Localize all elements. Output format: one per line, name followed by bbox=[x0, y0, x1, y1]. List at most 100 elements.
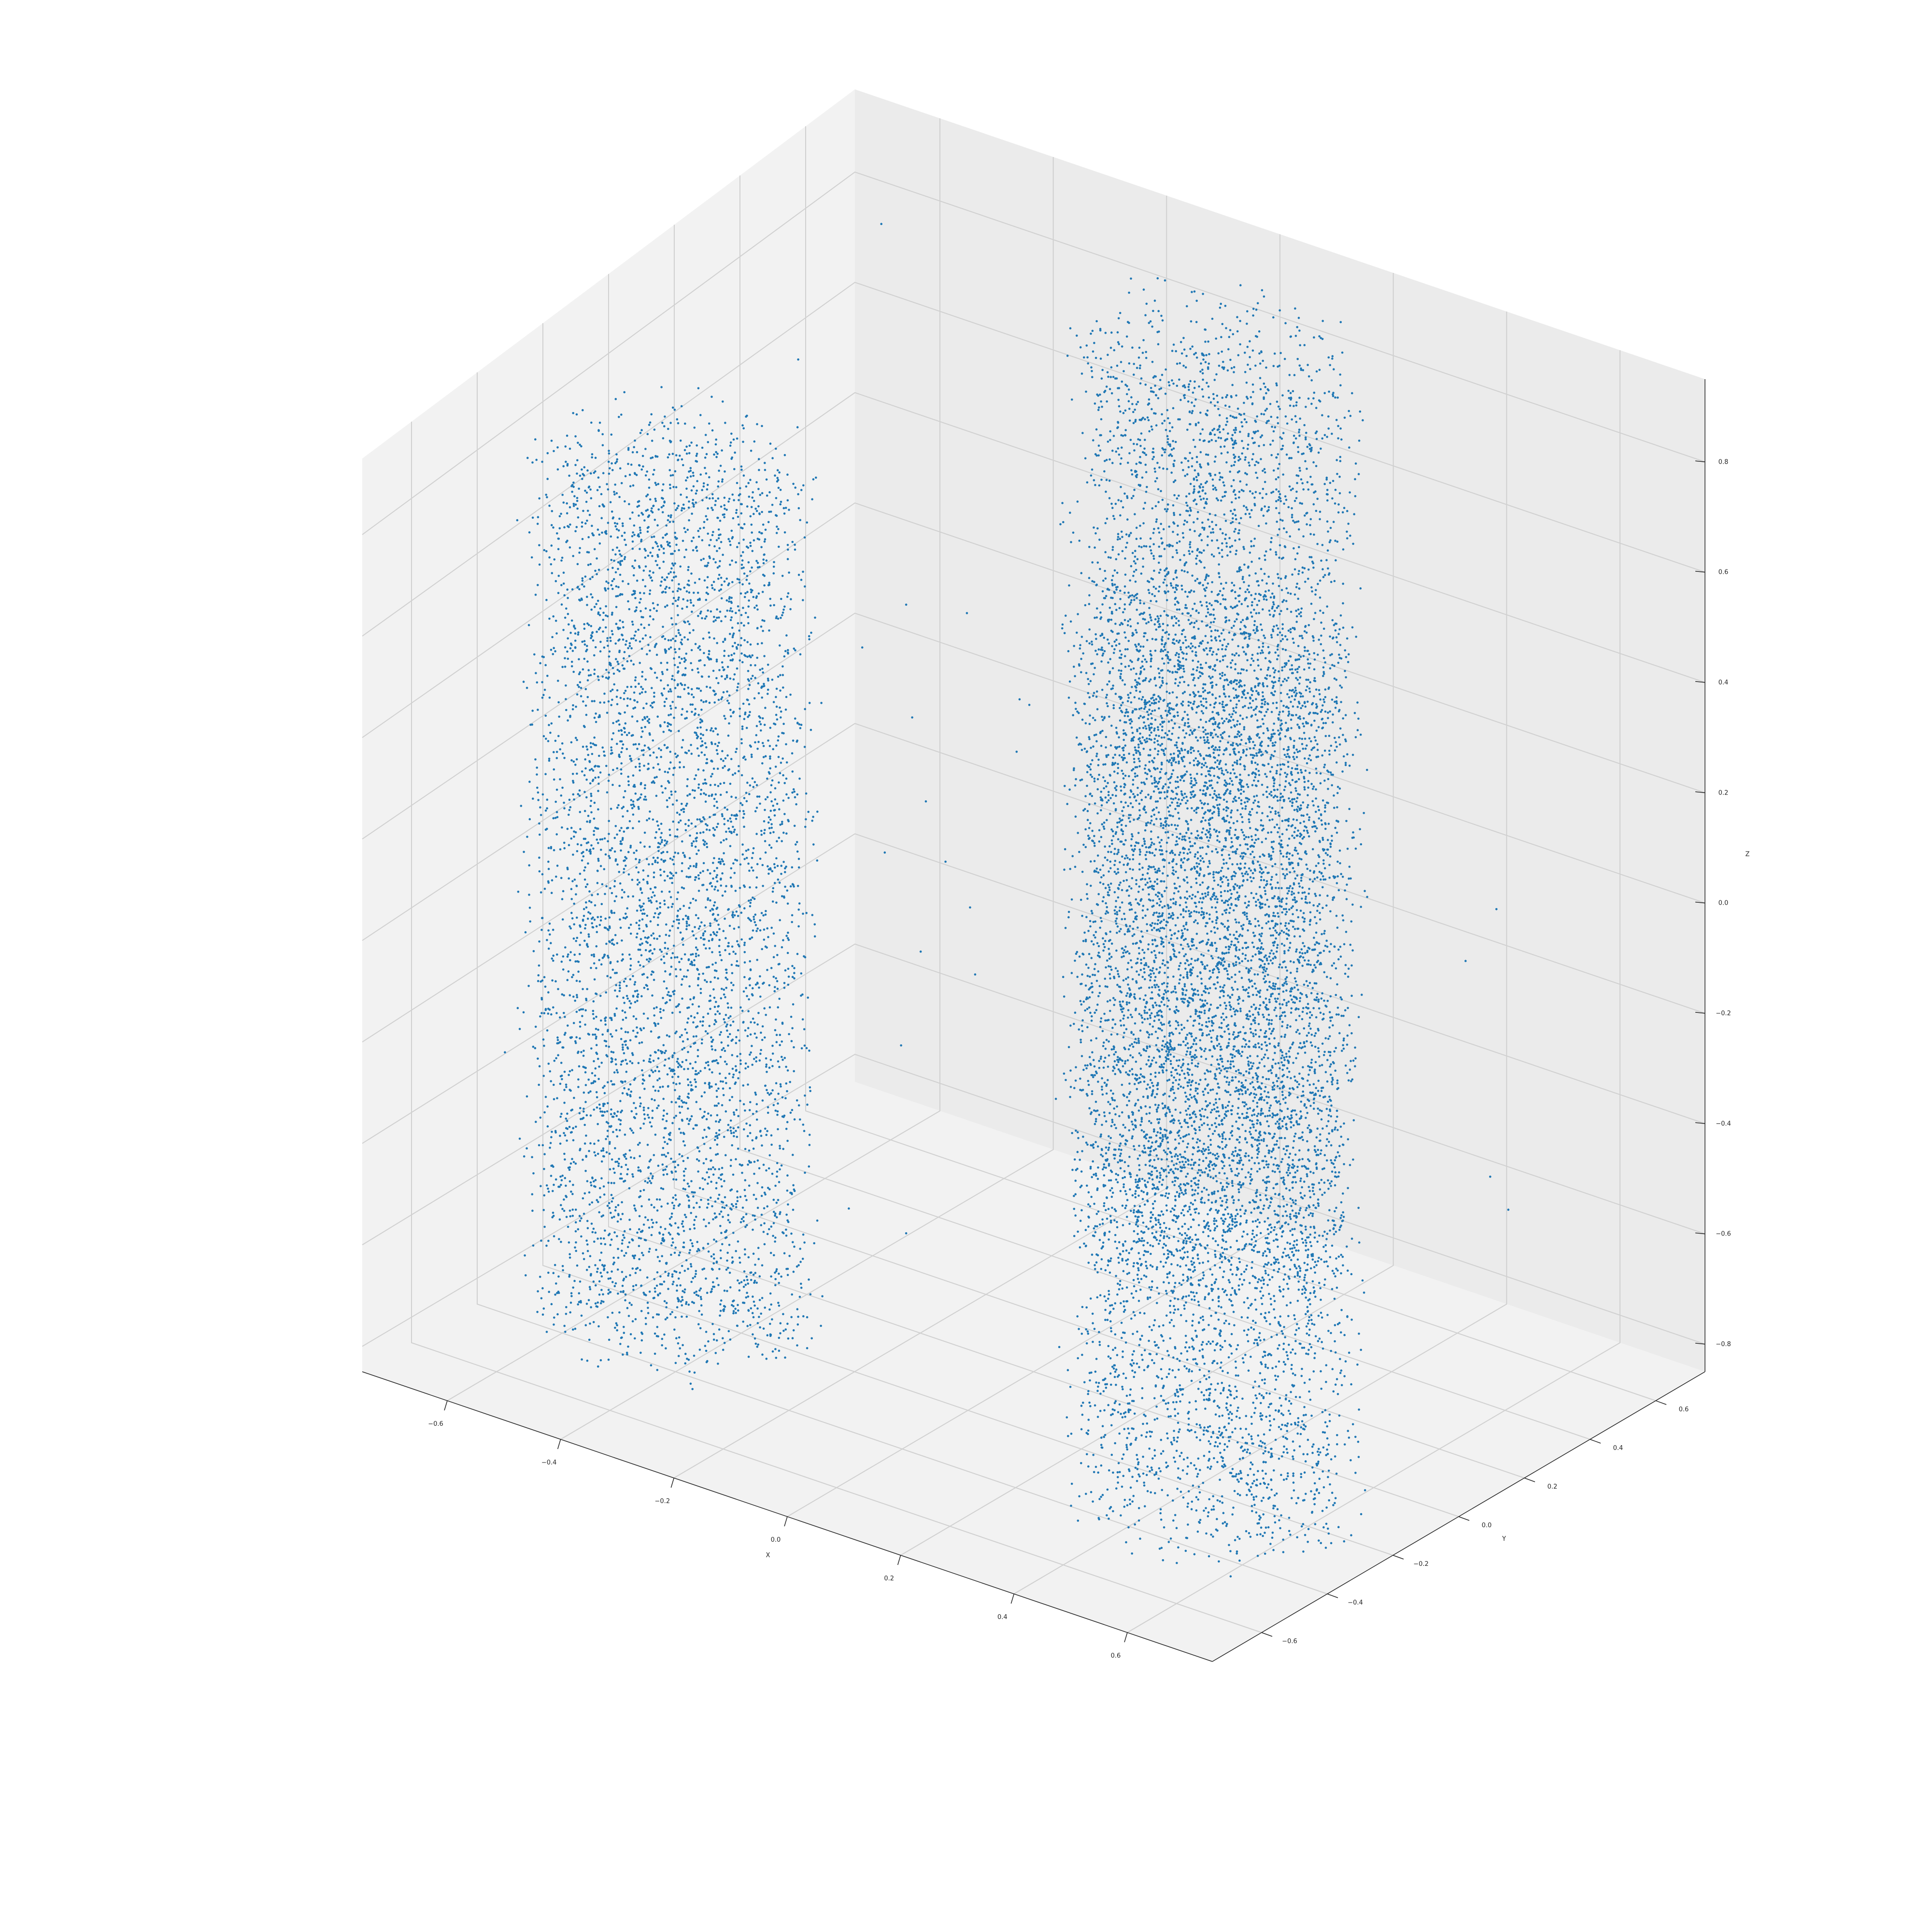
scatter-point bbox=[1296, 751, 1299, 753]
scatter-point bbox=[1145, 356, 1148, 359]
scatter-point bbox=[1173, 1214, 1176, 1217]
scatter-point bbox=[1135, 752, 1137, 754]
scatter-point bbox=[1204, 819, 1207, 822]
scatter-point bbox=[1170, 764, 1173, 767]
scatter-point bbox=[1343, 507, 1346, 509]
scatter-point bbox=[1183, 519, 1186, 522]
scatter-point bbox=[1155, 911, 1158, 914]
scatter-point bbox=[1212, 1153, 1214, 1155]
scatter-point bbox=[1211, 1088, 1214, 1091]
scatter-point bbox=[1195, 905, 1197, 908]
scatter-point bbox=[1119, 881, 1122, 884]
scatter-point bbox=[1172, 815, 1174, 818]
scatter-point bbox=[1172, 447, 1175, 450]
scatter-point bbox=[1148, 1120, 1151, 1122]
scatter-point bbox=[1099, 868, 1102, 871]
scatter-point bbox=[1334, 737, 1336, 739]
scatter-point bbox=[1318, 369, 1321, 371]
scatter-point bbox=[1225, 862, 1228, 865]
scatter-point bbox=[1110, 1125, 1113, 1127]
scatter-point bbox=[1176, 776, 1179, 779]
scatter-point bbox=[1140, 1230, 1143, 1233]
scatter-point bbox=[1160, 387, 1163, 390]
scatter-point bbox=[1127, 388, 1130, 391]
scatter-point bbox=[1290, 397, 1293, 399]
scatter-point bbox=[1259, 1123, 1262, 1126]
scatter-point bbox=[1260, 458, 1262, 460]
scatter-point bbox=[1309, 1105, 1312, 1107]
scatter-point bbox=[1103, 1111, 1106, 1114]
scatter-point bbox=[1297, 700, 1300, 703]
scatter-point bbox=[1275, 507, 1278, 510]
scatter-point bbox=[1212, 1133, 1214, 1135]
scatter-point bbox=[1156, 1088, 1159, 1090]
scatter-point bbox=[1292, 1088, 1295, 1091]
scatter-point bbox=[1071, 1132, 1073, 1135]
scatter-point bbox=[1269, 1069, 1272, 1072]
scatter-point bbox=[1106, 1218, 1108, 1220]
scatter-point bbox=[1115, 949, 1118, 952]
scatter-point bbox=[1182, 1183, 1185, 1186]
scatter-point bbox=[1278, 1042, 1280, 1045]
scatter-point bbox=[1272, 686, 1274, 689]
scatter-point bbox=[1318, 1181, 1321, 1184]
scatter-point bbox=[1234, 620, 1236, 623]
scatter-point bbox=[1184, 896, 1186, 899]
scatter-point bbox=[1090, 332, 1092, 335]
scatter-point bbox=[1261, 942, 1263, 945]
scatter-point bbox=[1208, 440, 1210, 443]
scatter-point bbox=[1289, 784, 1292, 786]
scatter-point bbox=[1274, 925, 1277, 927]
scatter-point bbox=[1154, 956, 1157, 959]
scatter-point bbox=[1206, 829, 1208, 832]
scatter-point bbox=[1321, 568, 1324, 570]
scatter-point bbox=[1158, 912, 1161, 915]
scatter-point bbox=[1245, 696, 1247, 699]
scatter-point bbox=[1161, 952, 1164, 954]
scatter-point bbox=[1240, 1081, 1243, 1084]
scatter-point bbox=[1267, 905, 1270, 908]
scatter-point bbox=[1179, 885, 1181, 888]
scatter-point bbox=[1106, 400, 1108, 403]
scatter-point bbox=[1241, 425, 1244, 428]
scatter-point bbox=[1338, 849, 1341, 852]
scatter-point bbox=[1309, 518, 1312, 521]
scatter-point bbox=[1305, 631, 1308, 634]
scatter-point bbox=[1221, 1122, 1223, 1125]
scatter-point bbox=[1263, 413, 1265, 416]
scatter-point bbox=[1161, 373, 1164, 376]
scatter-point bbox=[1237, 956, 1239, 959]
scatter-point bbox=[1315, 438, 1318, 440]
scatter-point bbox=[1093, 1065, 1096, 1068]
scatter-point bbox=[1342, 626, 1345, 629]
scatter-point bbox=[1298, 434, 1301, 437]
scatter-point bbox=[1289, 535, 1291, 538]
scatter-point bbox=[1149, 749, 1151, 751]
scatter-point bbox=[1173, 1164, 1175, 1166]
scatter-point bbox=[1135, 980, 1137, 982]
scatter-point bbox=[1150, 600, 1152, 602]
scatter-point bbox=[1137, 356, 1140, 359]
scatter-point bbox=[1225, 461, 1228, 464]
scatter-point bbox=[1251, 784, 1254, 786]
scatter-point bbox=[1249, 1182, 1251, 1185]
scatter-point bbox=[1204, 1108, 1207, 1111]
scatter-point bbox=[1229, 1230, 1232, 1233]
scatter-point bbox=[1300, 771, 1303, 774]
scatter-point bbox=[1128, 1070, 1131, 1072]
scatter-point bbox=[1304, 747, 1307, 750]
scatter-point bbox=[1179, 1189, 1182, 1192]
scatter-point bbox=[1305, 1106, 1307, 1109]
scatter-point bbox=[1359, 587, 1362, 590]
scatter-point bbox=[1205, 354, 1208, 356]
scatter-point bbox=[1107, 851, 1109, 853]
scatter-point bbox=[1156, 1131, 1159, 1134]
scatter-point bbox=[1286, 1241, 1289, 1244]
scatter-point bbox=[1112, 376, 1115, 378]
scatter-point bbox=[1113, 770, 1116, 773]
scatter-point bbox=[1338, 743, 1341, 746]
scatter-point bbox=[1298, 397, 1301, 399]
scatter-point bbox=[1110, 331, 1113, 334]
scatter-point bbox=[1235, 553, 1237, 555]
scatter-point bbox=[1182, 469, 1184, 471]
